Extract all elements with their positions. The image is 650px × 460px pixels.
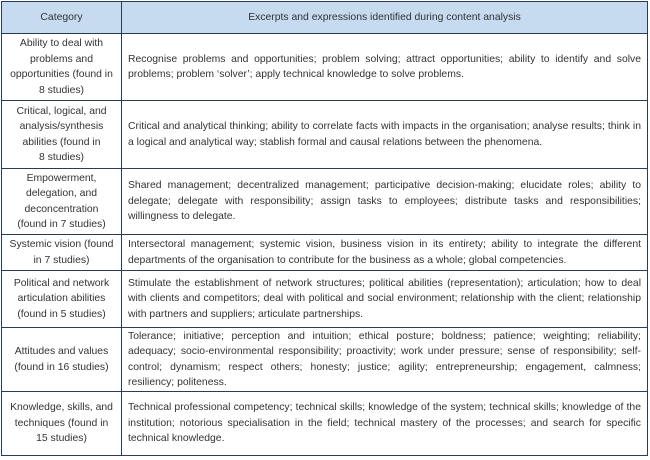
category-cell: Attitudes and values (found in 16 studie… [1, 327, 122, 392]
header-category: Category [1, 1, 122, 34]
excerpts-cell: Tolerance; initiative; perception and in… [121, 327, 648, 392]
table-row: Political and network articulation abili… [1, 270, 648, 328]
category-cell: Political and network articulation abili… [1, 270, 122, 328]
table-row: Critical, logical, and analysis/synthesi… [1, 100, 648, 169]
header-excerpts: Excerpts and expressions identified duri… [121, 1, 648, 34]
category-cell: Ability to deal with problems and opport… [1, 33, 122, 101]
excerpts-cell: Shared management; decentralized managem… [121, 168, 648, 235]
category-cell: Empowerment, delegation, and deconcentra… [1, 168, 122, 235]
excerpts-cell: Intersectoral management; systemic visio… [121, 234, 648, 271]
category-cell: Systemic vision (found in 7 studies) [1, 234, 122, 271]
table-row: Systemic vision (found in 7 studies) Int… [1, 234, 648, 271]
table-row: Ability to deal with problems and opport… [1, 33, 648, 101]
table-row: Knowledge, skills, and techniques (found… [1, 391, 648, 456]
category-cell: Critical, logical, and analysis/synthesi… [1, 100, 122, 169]
table-row: Attitudes and values (found in 16 studie… [1, 327, 648, 392]
category-cell: Knowledge, skills, and techniques (found… [1, 391, 122, 456]
excerpts-cell: Stimulate the establishment of network s… [121, 270, 648, 328]
excerpts-cell: Technical professional competency; techn… [121, 391, 648, 456]
excerpts-cell: Recognise problems and opportunities; pr… [121, 33, 648, 101]
header-row: Category Excerpts and expressions identi… [1, 1, 648, 34]
excerpts-cell: Critical and analytical thinking; abilit… [121, 100, 648, 169]
table-row: Empowerment, delegation, and deconcentra… [1, 168, 648, 235]
